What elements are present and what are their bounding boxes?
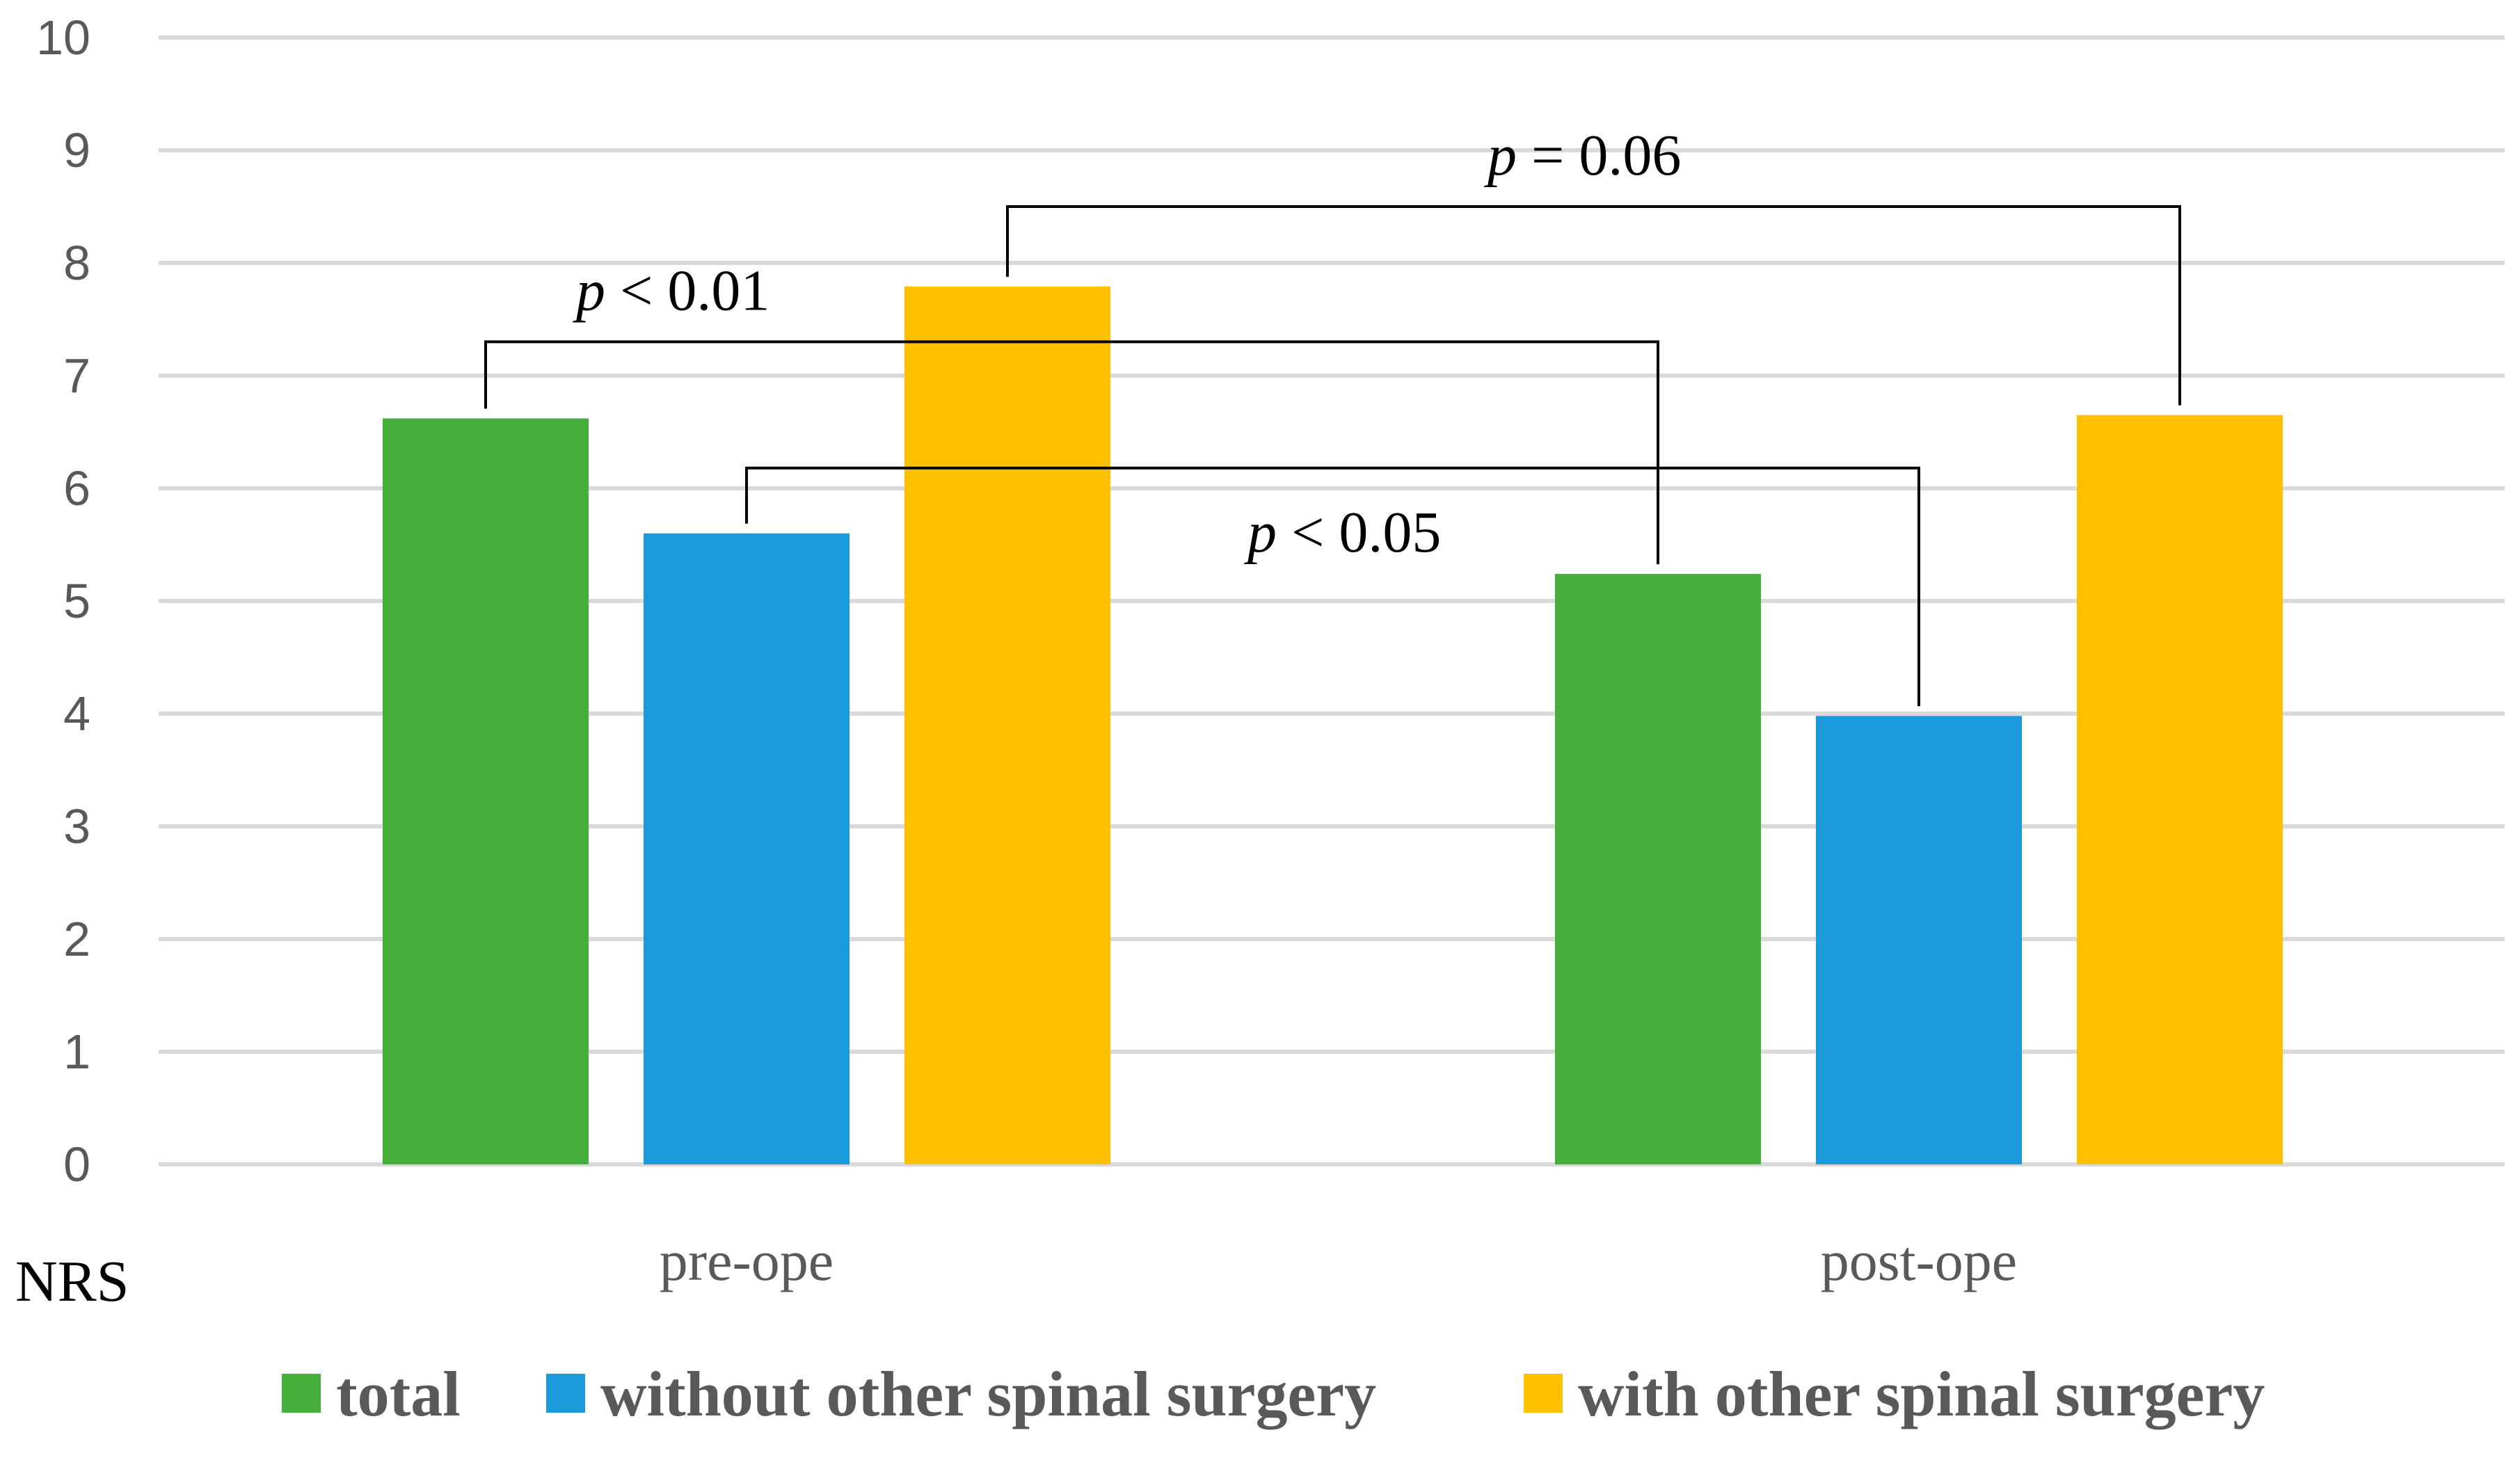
significance-bracket (745, 466, 1920, 707)
y-tick-label: 10 (36, 10, 90, 65)
bar-with-other-spinal-surgery-pre-ope (904, 287, 1110, 1164)
legend-swatch-with-other-spinal-surgery (1524, 1374, 1563, 1413)
x-axis-labels: pre-ope post-ope (660, 1229, 2017, 1292)
y-tick-label: 8 (63, 236, 90, 290)
bar-total-post-ope (1555, 574, 1761, 1164)
y-tick-label: 1 (63, 1025, 90, 1079)
bar-total-pre-ope (383, 418, 589, 1164)
legend-label: without other spinal surgery (600, 1358, 1376, 1429)
p-value-label: p < 0.01 (573, 258, 769, 323)
y-axis-ticks: 0 1 2 3 4 5 6 7 8 9 10 (36, 10, 90, 1192)
p-value-text: = 0.06 (1517, 123, 1681, 188)
p-symbol: p (1484, 123, 1517, 188)
x-category-label: post-ope (1821, 1229, 2017, 1292)
legend-label: with other spinal surgery (1578, 1358, 2265, 1429)
y-tick-label: 5 (63, 574, 90, 628)
legend-label: total (336, 1358, 461, 1429)
y-tick-label: 3 (63, 799, 90, 853)
x-category-label: pre-ope (660, 1229, 834, 1292)
significance-bracket (484, 340, 1659, 565)
p-symbol: p (1244, 500, 1277, 565)
bar-without-other-spinal-surgery-post-ope (1816, 716, 2022, 1164)
p-value-label: p = 0.06 (1484, 123, 1681, 188)
y-tick-label: 7 (63, 348, 90, 403)
bar-with-other-spinal-surgery-post-ope (2077, 415, 2283, 1165)
legend-swatch-without-other-spinal-surgery (546, 1374, 585, 1413)
p-value-label: p < 0.05 (1244, 500, 1441, 565)
p-value-text: < 0.05 (1277, 500, 1441, 565)
significance-brackets: p < 0.01p < 0.05p = 0.06 (484, 123, 2181, 707)
legend: total without other spinal surgery with ot… (282, 1358, 2265, 1429)
p-symbol: p (573, 258, 605, 323)
y-tick-label: 4 (63, 687, 90, 741)
y-tick-label: 6 (63, 461, 90, 515)
bar-without-other-spinal-surgery-pre-ope (644, 533, 850, 1164)
y-tick-label: 2 (63, 912, 90, 966)
y-tick-label: 0 (63, 1137, 90, 1192)
bars (383, 287, 2283, 1165)
y-tick-label: 9 (63, 123, 90, 177)
legend-swatch-total (282, 1374, 321, 1413)
y-axis-label: NRS (15, 1249, 129, 1314)
significance-bracket (1006, 205, 2181, 406)
p-value-text: < 0.01 (605, 258, 769, 323)
